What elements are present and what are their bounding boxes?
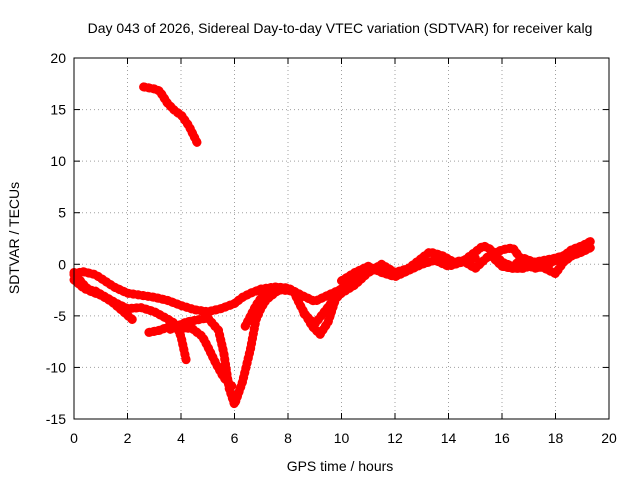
- x-tick-label: 4: [177, 430, 185, 446]
- grid-layer: [74, 58, 609, 419]
- series-markers-track-5: [144, 321, 237, 391]
- series-markers-track-11: [486, 243, 595, 279]
- y-tick-label: -5: [54, 308, 67, 324]
- y-tick-label: 5: [58, 205, 66, 221]
- y-tick-label: -10: [46, 359, 66, 375]
- y-tick-label: 0: [58, 256, 66, 272]
- tick-layer: 0 2 4 6 8 10 12 14 16 18 20 -15 -10 -5 0 5 10 15 20: [46, 50, 617, 446]
- y-tick-label: 15: [50, 102, 66, 118]
- x-tick-label: 20: [601, 430, 617, 446]
- x-tick-label: 8: [284, 430, 292, 446]
- x-tick-label: 0: [70, 430, 78, 446]
- series-markers-track-1: [139, 82, 202, 148]
- y-tick-label: -15: [46, 411, 66, 427]
- series-markers-track-6: [165, 286, 282, 410]
- y-tick-label: 20: [50, 50, 66, 66]
- x-tick-label: 12: [387, 430, 403, 446]
- y-axis-title: SDTVAR / TECUs: [6, 182, 22, 294]
- x-tick-label: 16: [494, 430, 510, 446]
- x-tick-label: 18: [548, 430, 564, 446]
- chart-title: Day 043 of 2026, Sidereal Day-to-day VTE…: [88, 20, 593, 36]
- x-tick-label: 6: [231, 430, 239, 446]
- y-tick-label: 10: [50, 153, 66, 169]
- x-tick-label: 2: [124, 430, 132, 446]
- series-markers-track-4: [69, 268, 138, 325]
- x-axis-title: GPS time / hours: [287, 458, 394, 474]
- x-tick-label: 14: [441, 430, 457, 446]
- x-tick-label: 10: [334, 430, 350, 446]
- series-layer: [69, 82, 595, 410]
